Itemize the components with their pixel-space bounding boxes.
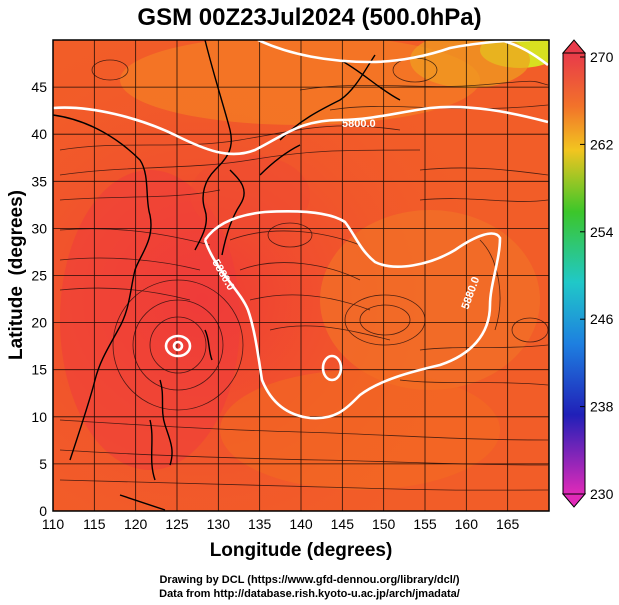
x-tick-label: 110	[42, 516, 65, 532]
y-tick-label: 10	[31, 409, 47, 425]
credit-drawing: Drawing by DCL (https://www.gfd-dennou.o…	[159, 574, 460, 586]
x-tick-label: 150	[372, 516, 396, 532]
x-tick-label: 135	[248, 516, 272, 532]
y-tick-label: 45	[31, 79, 47, 95]
y-tick-label: 15	[31, 362, 47, 378]
streamlines	[59, 57, 549, 491]
x-tick-label: 130	[207, 516, 231, 532]
x-axis: 110 115 120 125 130 135 140 145 150 155 160 165	[42, 516, 520, 532]
y-axis-label: Latitude (degrees)	[6, 190, 27, 360]
colorbar-tick-label: 230	[590, 486, 614, 502]
x-tick-label: 115	[83, 516, 106, 532]
x-tick-label: 145	[331, 516, 355, 532]
y-tick-label: 5	[39, 456, 47, 472]
colorbar: 270 262 254 246 238 230	[561, 39, 614, 508]
colorbar-tick-label: 238	[590, 399, 614, 415]
colorbar-tick-label: 270	[590, 49, 614, 65]
y-axis: 0 5 10 15 20 25 30 35 40 45	[31, 79, 47, 519]
coastlines	[53, 40, 401, 511]
plot-frame	[52, 39, 550, 512]
x-tick-label: 165	[496, 516, 520, 532]
y-tick-label: 40	[31, 126, 47, 142]
y-tick-label: 0	[39, 503, 47, 519]
y-tick-label: 20	[31, 315, 47, 331]
credit-data: Data from http://database.rish.kyoto-u.a…	[159, 588, 460, 600]
x-tick-label: 140	[289, 516, 313, 532]
colorbar-tick-label: 254	[590, 224, 614, 240]
x-tick-label: 120	[124, 516, 148, 532]
colorbar-tick-label: 262	[590, 136, 614, 152]
x-tick-label: 160	[455, 516, 479, 532]
geopotential-contours	[53, 40, 549, 420]
colorbar-tick-label: 246	[590, 311, 614, 327]
chart-title: GSM 00Z23Jul2024 (500.0hPa)	[137, 4, 482, 31]
y-tick-label: 30	[31, 220, 47, 236]
x-tick-label: 125	[165, 516, 189, 532]
x-tick-label: 155	[413, 516, 437, 532]
y-tick-label: 25	[31, 268, 47, 284]
x-axis-label: Longitude (degrees)	[210, 540, 393, 561]
y-tick-label: 35	[31, 173, 47, 189]
contour-label-5800: 5800.0	[342, 118, 376, 130]
